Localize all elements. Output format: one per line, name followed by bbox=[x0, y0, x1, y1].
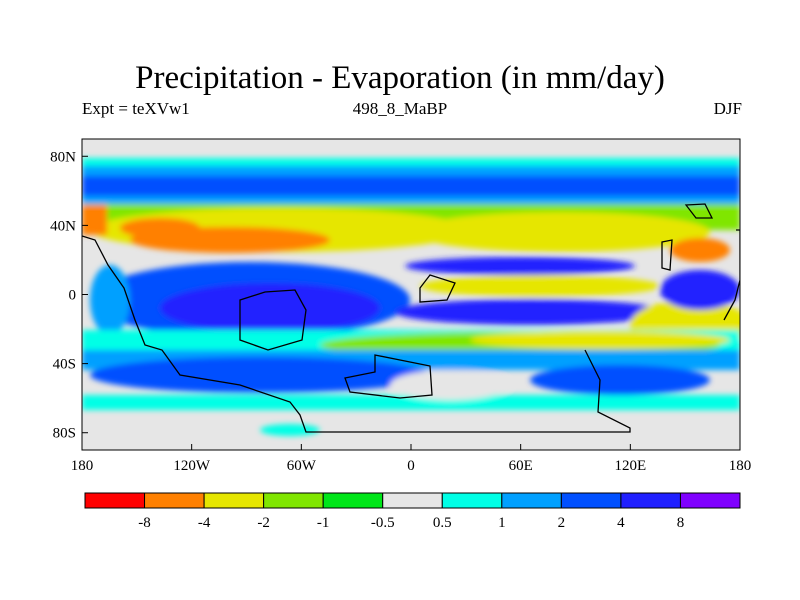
lon-tick-label: 0 bbox=[407, 458, 415, 474]
colorbar-label: -2 bbox=[257, 515, 270, 531]
coastline-antarctic-inlet bbox=[344, 354, 433, 399]
lon-tick-label: 120E bbox=[614, 458, 646, 474]
field-layer bbox=[82, 139, 740, 450]
coastline-east-3 bbox=[723, 229, 740, 321]
colorbar-swatch bbox=[679, 492, 741, 509]
lon-tick-label: 60W bbox=[287, 458, 317, 474]
colorbar-swatch bbox=[501, 492, 562, 509]
colorbar-swatch bbox=[84, 492, 146, 509]
chart-title: Precipitation - Evaporation (in mm/day) bbox=[135, 60, 665, 96]
coastline-south-america bbox=[239, 289, 307, 351]
colorbar-label: 1 bbox=[498, 515, 506, 531]
lon-tick-label: 60E bbox=[509, 458, 533, 474]
lat-tick-label: 80N bbox=[50, 149, 76, 165]
colorbar-swatch bbox=[620, 492, 681, 509]
colorbar-label: -8 bbox=[138, 515, 151, 531]
colorbar-label: 2 bbox=[558, 515, 566, 531]
colorbar-swatch bbox=[263, 492, 324, 509]
colorbar-label: 8 bbox=[677, 515, 685, 531]
lat-tick-label: 40N bbox=[50, 218, 76, 234]
coastline-africa bbox=[419, 274, 456, 303]
coastline-east-2 bbox=[684, 203, 714, 219]
lon-tick-label: 180 bbox=[729, 458, 752, 474]
colorbar: -8 -4 -2 -1 -0.5 0.5 1 2 4 8 bbox=[84, 492, 741, 531]
coastlines bbox=[82, 203, 740, 433]
colorbar-label: -1 bbox=[317, 515, 330, 531]
colorbar-swatch bbox=[322, 492, 384, 509]
period-label: 498_8_MaBP bbox=[352, 99, 448, 118]
colorbar-label: 0.5 bbox=[433, 515, 452, 531]
experiment-label: Expt = teXVw1 bbox=[82, 99, 190, 118]
lon-tick-label: 180 bbox=[71, 458, 94, 474]
colorbar-swatch bbox=[382, 492, 443, 509]
field-patches bbox=[82, 158, 740, 436]
lat-tick-label: 80S bbox=[53, 426, 76, 442]
coastline-west bbox=[82, 235, 631, 433]
lat-axis: 80N 40N 0 40S 80S bbox=[50, 149, 88, 442]
coastline-east-1 bbox=[661, 239, 673, 271]
lat-tick-label: 40S bbox=[53, 357, 76, 373]
colorbar-label: -0.5 bbox=[371, 515, 395, 531]
colorbar-swatch bbox=[441, 492, 503, 509]
lon-axis: 180 120W 60W 0 60E 120E 180 bbox=[71, 444, 752, 474]
colorbar-swatch bbox=[560, 492, 622, 509]
colorbar-swatch bbox=[203, 492, 265, 509]
colorbar-label: -4 bbox=[198, 515, 211, 531]
lon-tick-label: 120W bbox=[173, 458, 211, 474]
lat-tick-label: 0 bbox=[69, 288, 77, 304]
season-label: DJF bbox=[713, 99, 742, 118]
colorbar-label: 4 bbox=[617, 515, 625, 531]
colorbar-swatch bbox=[144, 492, 205, 509]
